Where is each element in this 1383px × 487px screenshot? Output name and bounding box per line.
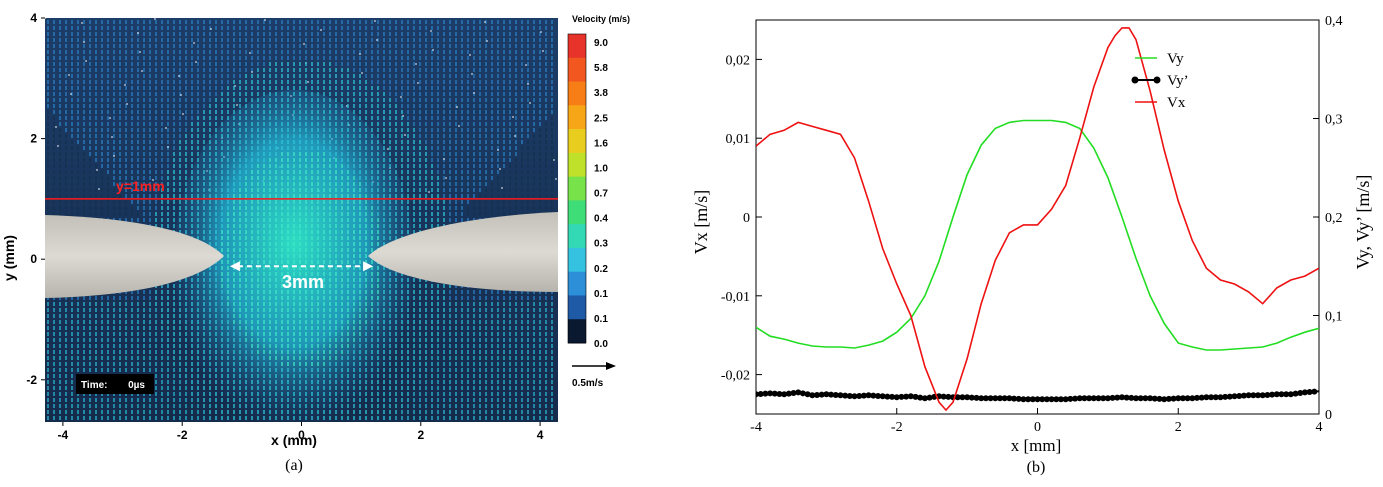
seed-particle-32 [70, 93, 72, 95]
seed-particle-6 [113, 155, 115, 157]
seed-particle-1 [141, 70, 143, 72]
seed-particle-4 [432, 49, 434, 51]
seed-particle-43 [111, 136, 113, 138]
seed-particle-53 [55, 126, 57, 128]
seed-particle-74 [553, 159, 555, 161]
seed-particle-85 [81, 22, 83, 24]
seed-particle-78 [428, 191, 430, 193]
seed-particle-28 [195, 61, 197, 63]
seed-particle-80 [109, 117, 111, 119]
seed-particle-12 [182, 113, 184, 115]
seed-particle-35 [361, 72, 363, 74]
seed-particle-59 [124, 84, 126, 86]
seed-particle-16 [57, 145, 59, 147]
seed-particle-11 [85, 60, 87, 62]
seed-particle-26 [514, 135, 516, 137]
seed-particle-64 [96, 169, 98, 171]
seed-particle-57 [443, 158, 445, 160]
seed-particle-55 [249, 52, 251, 54]
seed-particle-38 [139, 51, 141, 53]
seed-particle-72 [359, 53, 361, 55]
seed-particle-7 [210, 28, 212, 30]
seed-particle-14 [376, 39, 378, 41]
seed-particle-48 [83, 41, 85, 43]
seed-particle-58 [540, 31, 542, 33]
seed-particle-27 [98, 188, 100, 190]
seed-particle-54 [152, 179, 154, 181]
seed-particle-69 [68, 74, 70, 76]
seed-particle-8 [307, 81, 309, 83]
seed-particle-20 [445, 177, 447, 179]
seed-particle-41 [430, 30, 432, 32]
seed-particle-52 [471, 73, 473, 75]
seed-particle-22 [126, 103, 128, 105]
seed-particle-84 [497, 149, 499, 151]
seed-particle-82 [303, 43, 305, 45]
seed-particle-25 [417, 82, 419, 84]
seed-particle-9 [404, 134, 406, 136]
seed-particle-31 [486, 40, 488, 42]
seed-particle-86 [178, 75, 180, 77]
seed-particle-42 [527, 83, 529, 85]
seed-particle-68 [484, 21, 486, 23]
seed-particle-37 [555, 178, 557, 180]
seed-particle-67 [387, 148, 389, 150]
seed-particle-0 [45, 18, 46, 19]
seed-particle-79 [525, 64, 527, 66]
seed-particle-34 [264, 19, 266, 21]
seed-particle-75 [137, 32, 139, 34]
seed-particle-89 [469, 54, 471, 56]
seed-particle-17 [154, 18, 156, 20]
vector-field-overlay [155, 62, 451, 420]
seed-particle-73 [456, 106, 458, 108]
seed-particle-70 [165, 127, 167, 129]
seed-particle-36 [458, 125, 460, 127]
seed-particle-65 [193, 42, 195, 44]
seed-particle-49 [180, 94, 182, 96]
seed-particle-83 [400, 96, 402, 98]
seed-particle-15 [473, 92, 475, 94]
seed-particle-33 [167, 146, 169, 148]
seed-particle-39 [236, 104, 238, 106]
seed-particle-63 [512, 116, 514, 118]
seed-particle-24 [320, 29, 322, 31]
seed-particle-18 [251, 71, 253, 73]
seed-particle-10 [501, 187, 503, 189]
seed-particle-51 [374, 20, 376, 22]
vector-field [45, 18, 557, 420]
seed-particle-21 [542, 50, 544, 52]
seed-particle-5 [529, 102, 531, 104]
seed-particle-47 [499, 168, 501, 170]
seed-particle-62 [415, 63, 417, 65]
